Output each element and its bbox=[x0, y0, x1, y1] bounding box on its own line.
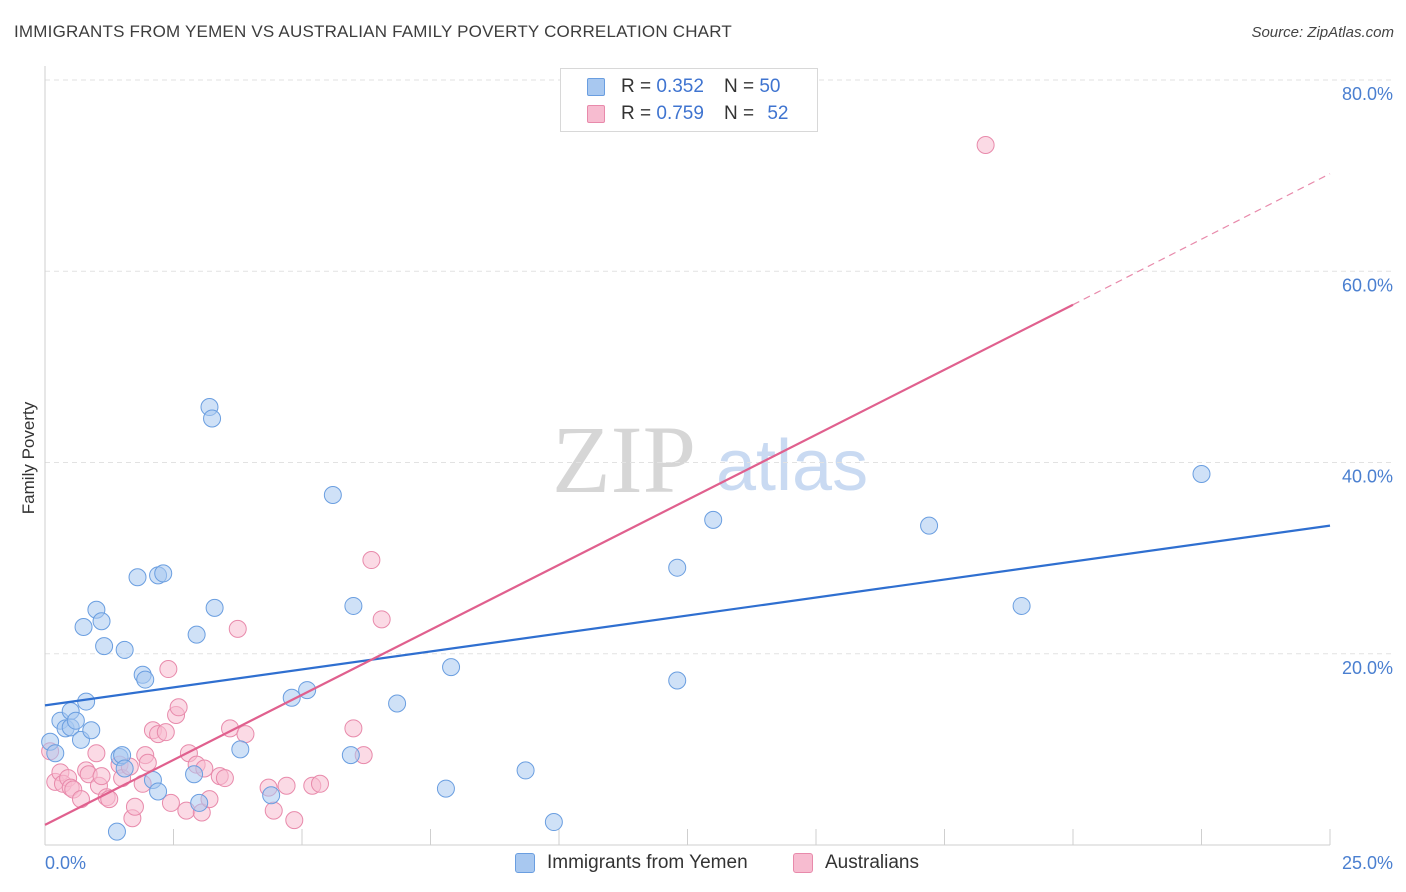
australians-point bbox=[169, 698, 188, 717]
yemen-point bbox=[46, 744, 65, 763]
axes bbox=[44, 66, 1331, 846]
tick-labels: 20.0% 40.0% 60.0% 80.0% 0.0% 25.0% bbox=[45, 84, 1393, 873]
yemen-point bbox=[92, 612, 111, 631]
legend-item-australians[interactable]: Australians bbox=[793, 852, 919, 874]
yemen-point bbox=[344, 596, 363, 615]
yemen-point bbox=[128, 568, 147, 587]
legend-label-yemen: Immigrants from Yemen bbox=[547, 852, 748, 873]
legend-row-yemen: R = 0.352 N = 50 bbox=[587, 75, 780, 99]
stats-legend: R = 0.352 N = 50 R = 0.759 N = 52 bbox=[560, 68, 818, 132]
x-tick-label: 0.0% bbox=[45, 853, 86, 873]
australians-point bbox=[125, 797, 144, 816]
australians-point bbox=[215, 769, 234, 788]
yemen-point bbox=[262, 786, 281, 805]
yemen-point bbox=[323, 486, 342, 505]
legend-r-value: 0.759 bbox=[656, 103, 704, 124]
y-tick-label: 40.0% bbox=[1342, 467, 1393, 487]
australians-point bbox=[344, 719, 363, 738]
yemen-point bbox=[704, 510, 723, 529]
legend-r-label: R = bbox=[621, 76, 652, 97]
yemen-point bbox=[115, 759, 134, 778]
australians-point bbox=[372, 610, 391, 629]
legend-swatch-australians bbox=[793, 853, 813, 873]
yemen-points bbox=[41, 398, 1211, 841]
yemen-point bbox=[668, 671, 687, 690]
legend-n-value: 52 bbox=[767, 103, 789, 124]
australians-point bbox=[87, 744, 106, 763]
legend-row-australians: R = 0.759 N = 52 bbox=[587, 102, 788, 126]
y-tick-label: 20.0% bbox=[1342, 658, 1393, 678]
australians-point bbox=[264, 801, 283, 820]
series-legend: Immigrants from Yemen Australians bbox=[0, 852, 1406, 876]
yemen-point bbox=[136, 670, 155, 689]
yemen-point bbox=[82, 721, 101, 740]
yemen-point bbox=[442, 658, 461, 677]
yemen-point bbox=[187, 625, 206, 644]
yemen-point bbox=[668, 558, 687, 577]
yemen-point bbox=[231, 740, 250, 759]
yemen-point bbox=[66, 711, 85, 730]
yemen-point bbox=[544, 813, 563, 832]
australians-point bbox=[362, 551, 381, 570]
yemen-point bbox=[203, 409, 222, 428]
legend-r-value: 0.352 bbox=[656, 76, 704, 97]
yemen-point bbox=[205, 598, 224, 617]
legend-r-label: R = bbox=[621, 103, 652, 124]
source-label[interactable]: Source: ZipAtlas.com bbox=[1251, 24, 1394, 41]
yemen-point bbox=[154, 564, 173, 583]
gridlines bbox=[45, 79, 1392, 655]
y-tick-label: 60.0% bbox=[1342, 275, 1393, 295]
yemen-point bbox=[436, 779, 455, 798]
legend-n-label: N = bbox=[723, 76, 755, 97]
yemen-point bbox=[920, 516, 939, 535]
yemen-point bbox=[185, 765, 204, 784]
legend-swatch-australians bbox=[587, 105, 605, 123]
australians-trend-line bbox=[44, 303, 1074, 826]
watermark-zip: ZIP bbox=[552, 406, 696, 513]
australians-trend-extension bbox=[1072, 173, 1331, 306]
y-tick-label: 80.0% bbox=[1342, 84, 1393, 104]
yemen-point bbox=[115, 640, 134, 659]
yemen-point bbox=[1012, 596, 1031, 615]
legend-swatch-yemen bbox=[587, 78, 605, 96]
legend-item-yemen[interactable]: Immigrants from Yemen bbox=[515, 852, 748, 874]
y-axis-label: Family Poverty bbox=[19, 401, 38, 514]
australians-point bbox=[138, 753, 157, 772]
australians-point bbox=[71, 790, 90, 809]
yemen-point bbox=[107, 822, 126, 841]
australians-point bbox=[277, 776, 296, 795]
australians-point bbox=[976, 136, 995, 155]
australians-point bbox=[161, 793, 180, 812]
yemen-point bbox=[149, 782, 168, 801]
watermark-atlas: atlas bbox=[716, 426, 868, 506]
yemen-trend-line bbox=[44, 524, 1331, 707]
australians-point bbox=[156, 723, 175, 742]
australians-point bbox=[92, 767, 111, 786]
trend-lines bbox=[44, 173, 1331, 826]
legend-n-label: N = bbox=[723, 103, 755, 124]
x-tick-label: 25.0% bbox=[1342, 853, 1393, 873]
legend-swatch-yemen bbox=[515, 853, 535, 873]
yemen-point bbox=[341, 746, 360, 765]
legend-n-value: 50 bbox=[759, 76, 781, 97]
yemen-point bbox=[74, 617, 93, 636]
watermark: ZIP atlas bbox=[552, 406, 868, 513]
yemen-point bbox=[1192, 464, 1211, 483]
yemen-point bbox=[95, 637, 114, 656]
yemen-point bbox=[190, 793, 209, 812]
australians-point bbox=[310, 774, 329, 793]
australians-point bbox=[228, 619, 247, 638]
chart-title: IMMIGRANTS FROM YEMEN VS AUSTRALIAN FAMI… bbox=[14, 22, 732, 41]
yemen-point bbox=[388, 694, 407, 713]
australians-point bbox=[236, 725, 255, 744]
australians-point bbox=[285, 811, 304, 830]
legend-label-australians: Australians bbox=[825, 852, 919, 873]
yemen-point bbox=[516, 761, 535, 780]
australians-point bbox=[159, 660, 178, 679]
